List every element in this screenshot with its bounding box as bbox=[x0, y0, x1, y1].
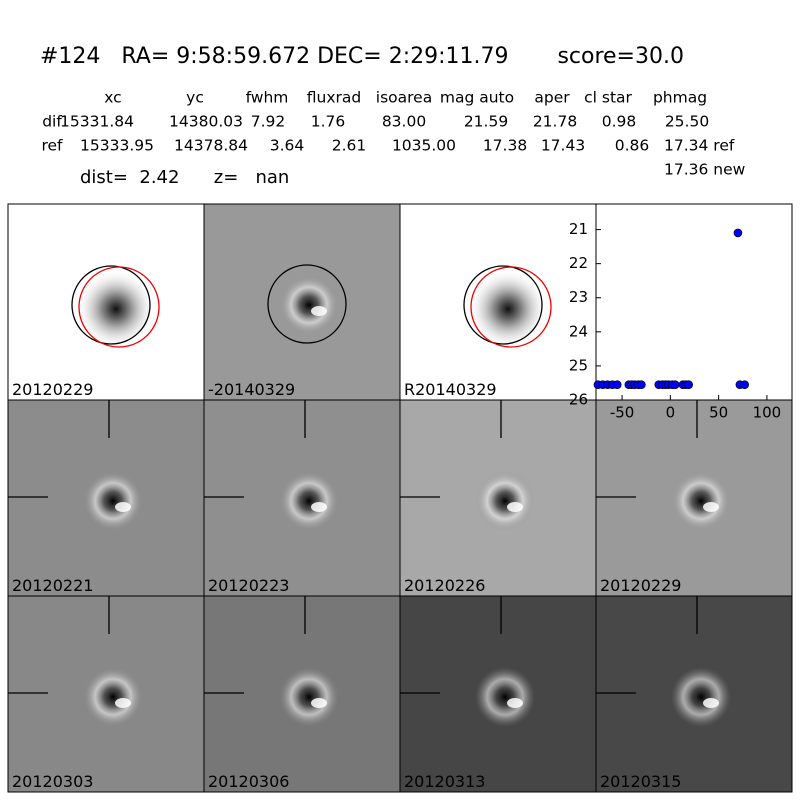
dipole-bright bbox=[311, 698, 327, 708]
dipole bbox=[475, 471, 535, 531]
dipole-bright bbox=[311, 306, 327, 316]
dipole bbox=[279, 667, 339, 727]
aperture-ref bbox=[78, 266, 160, 348]
cell: 25.50 bbox=[665, 113, 709, 131]
dipole-bright bbox=[703, 502, 719, 512]
cell: 7.92 bbox=[251, 113, 286, 131]
x-tick-label: 100 bbox=[753, 404, 782, 422]
y-tick-label: 25 bbox=[569, 356, 588, 374]
column-header: fwhm bbox=[246, 89, 289, 107]
column-header: yc bbox=[186, 89, 204, 107]
dipole bbox=[671, 471, 731, 531]
dipole-bright bbox=[311, 502, 327, 512]
aperture bbox=[71, 265, 151, 345]
row-label: ref bbox=[41, 137, 63, 155]
point bbox=[684, 380, 693, 389]
y-tick-label: 22 bbox=[569, 254, 588, 272]
cell: 15333.95 bbox=[80, 137, 154, 155]
cell: 2.61 bbox=[332, 137, 367, 155]
panel-label: 20120229 bbox=[12, 380, 93, 399]
y-tick-label: 24 bbox=[569, 322, 588, 340]
panel-label: 20120303 bbox=[12, 772, 93, 791]
column-header: cl star bbox=[584, 89, 632, 107]
aperture-ref bbox=[470, 266, 552, 348]
cell: 0.98 bbox=[602, 113, 637, 131]
dipole-bright bbox=[507, 698, 523, 708]
cell: 15331.84 bbox=[60, 113, 134, 131]
cell: 1.76 bbox=[311, 113, 346, 131]
panel-label: R20140329 bbox=[404, 380, 497, 399]
dipole bbox=[83, 667, 143, 727]
title: #124 RA= 9:58:59.672 DEC= 2:29:11.79 sco… bbox=[40, 44, 684, 69]
panel-label: 20120306 bbox=[208, 772, 289, 791]
x-tick-label: 0 bbox=[666, 404, 676, 422]
cell: 17.43 bbox=[541, 137, 585, 155]
extra-mag: 17.36 new bbox=[664, 161, 746, 179]
column-header: fluxrad bbox=[307, 89, 361, 107]
dipole bbox=[83, 471, 143, 531]
dist-line: dist= 2.42 z= nan bbox=[80, 167, 289, 188]
plot-area bbox=[595, 203, 793, 401]
cell: 21.59 bbox=[464, 113, 508, 131]
y-tick-label: 23 bbox=[569, 288, 588, 306]
dipole-bright bbox=[703, 698, 719, 708]
x-tick-label: 50 bbox=[709, 404, 728, 422]
cutout bbox=[203, 595, 401, 793]
cell: 3.64 bbox=[270, 137, 305, 155]
cell: 14378.84 bbox=[174, 137, 248, 155]
cell: 21.78 bbox=[533, 113, 577, 131]
panel-label: 20120315 bbox=[600, 772, 681, 791]
cell: 1035.00 bbox=[392, 137, 456, 155]
column-header: phmag bbox=[653, 89, 707, 107]
panel-label: 20120223 bbox=[208, 576, 289, 595]
column-header: xc bbox=[104, 89, 121, 107]
y-tick-label: 21 bbox=[569, 220, 588, 238]
row-label: dif bbox=[42, 113, 62, 131]
dipole-bright bbox=[115, 502, 131, 512]
dipole bbox=[279, 471, 339, 531]
cell: 17.34 ref bbox=[664, 137, 735, 155]
dipole bbox=[671, 667, 731, 727]
dipole bbox=[279, 275, 339, 335]
aperture bbox=[267, 264, 347, 344]
x-tick-label: -50 bbox=[610, 404, 635, 422]
panel-label: -20140329 bbox=[208, 380, 295, 399]
column-header: mag auto bbox=[440, 89, 514, 107]
point bbox=[612, 380, 622, 389]
panel-label: 20120221 bbox=[12, 576, 93, 595]
column-header: aper bbox=[534, 89, 570, 107]
y-tick-label: 26 bbox=[569, 391, 588, 409]
point bbox=[733, 228, 743, 238]
panel-label: 20120313 bbox=[404, 772, 485, 791]
panel-label: 20120226 bbox=[404, 576, 485, 595]
dipole-bright bbox=[115, 698, 131, 708]
aperture bbox=[463, 265, 543, 345]
point bbox=[670, 380, 680, 389]
source-blob bbox=[76, 269, 156, 349]
panel-label: 20120229 bbox=[600, 576, 681, 595]
point bbox=[637, 380, 646, 389]
column-header: isoarea bbox=[376, 89, 432, 107]
cell: 17.38 bbox=[483, 137, 527, 155]
cell: 14380.03 bbox=[169, 113, 243, 131]
source-blob bbox=[468, 269, 548, 349]
cell: 83.00 bbox=[382, 113, 426, 131]
point bbox=[740, 380, 749, 389]
dipole bbox=[475, 667, 535, 727]
dipole-bright bbox=[507, 502, 523, 512]
cell: 0.86 bbox=[615, 137, 650, 155]
